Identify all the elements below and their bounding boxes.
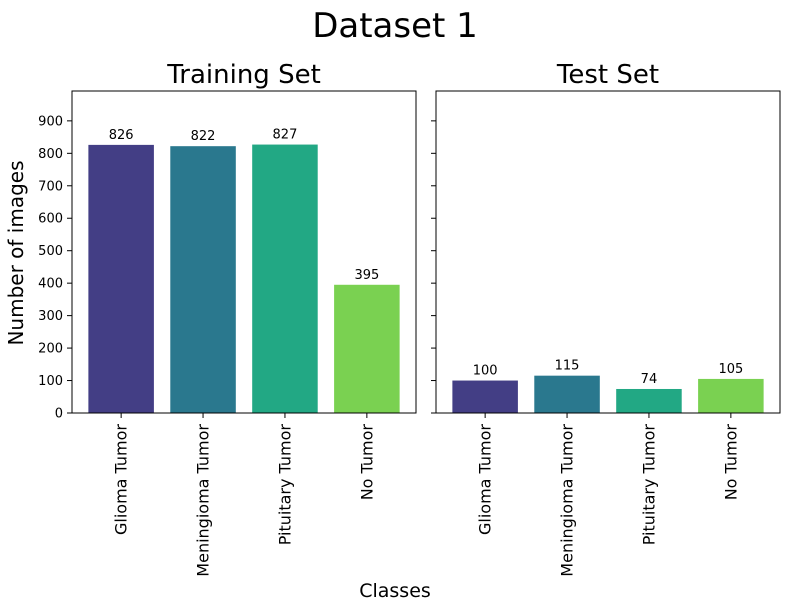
- figure-title: Dataset 1: [312, 6, 478, 46]
- x-tick-label-training-glioma-tumor: Glioma Tumor: [112, 424, 131, 535]
- y-tick-label-700: 700: [38, 179, 63, 194]
- bar-test-pituitary-tumor: [616, 388, 682, 413]
- y-tick-label-800: 800: [38, 147, 63, 162]
- axes-frame-test: [435, 90, 781, 414]
- x-axis-label: Classes: [359, 580, 431, 602]
- y-tick-label-200: 200: [38, 342, 63, 357]
- axes-frame-training: [71, 90, 417, 414]
- data-label-test-meningioma-tumor: 115: [555, 359, 580, 374]
- y-tick-label-0: 0: [55, 407, 63, 422]
- bar-training-meningioma-tumor: [170, 146, 236, 413]
- panel-title-training: Training Set: [166, 60, 321, 90]
- y-tick-label-900: 900: [38, 114, 63, 129]
- data-label-training-glioma-tumor: 826: [109, 128, 134, 143]
- test-set-panel: Test Set 100 115 74 105 Glioma Tumor Meningio…: [431, 60, 781, 577]
- y-axis-label: Number of images: [4, 160, 28, 345]
- data-label-training-no-tumor: 395: [354, 268, 379, 283]
- y-tick-label-600: 600: [38, 212, 63, 227]
- panel-title-test: Test Set: [556, 60, 659, 90]
- x-tick-label-test-pituitary-tumor: Pituitary Tumor: [639, 424, 658, 546]
- y-tick-label-100: 100: [38, 374, 63, 389]
- x-tick-label-training-pituitary-tumor: Pituitary Tumor: [275, 424, 294, 546]
- y-tick-label-500: 500: [38, 244, 63, 259]
- y-tick-label-300: 300: [38, 309, 63, 324]
- bar-test-no-tumor: [698, 378, 764, 413]
- x-tick-label-test-no-tumor: No Tumor: [721, 424, 740, 501]
- y-tick-label-400: 400: [38, 277, 63, 292]
- x-tick-label-training-meningioma-tumor: Meningioma Tumor: [194, 424, 213, 577]
- data-label-training-pituitary-tumor: 827: [273, 128, 298, 143]
- data-label-test-no-tumor: 105: [718, 362, 743, 377]
- training-set-panel: Training Set 826 822 827 395 0 100 200 300 400 50…: [38, 60, 417, 577]
- x-tick-label-test-glioma-tumor: Glioma Tumor: [476, 424, 495, 535]
- bar-test-glioma-tumor: [452, 380, 518, 413]
- data-label-test-pituitary-tumor: 74: [641, 372, 658, 387]
- x-tick-label-training-no-tumor: No Tumor: [357, 424, 376, 501]
- data-label-test-glioma-tumor: 100: [473, 364, 498, 379]
- x-tick-label-test-meningioma-tumor: Meningioma Tumor: [558, 424, 577, 577]
- bar-training-pituitary-tumor: [252, 144, 318, 413]
- bar-training-glioma-tumor: [88, 144, 154, 413]
- bar-training-no-tumor: [334, 284, 400, 413]
- data-label-training-meningioma-tumor: 822: [191, 129, 216, 144]
- bar-test-meningioma-tumor: [534, 375, 600, 413]
